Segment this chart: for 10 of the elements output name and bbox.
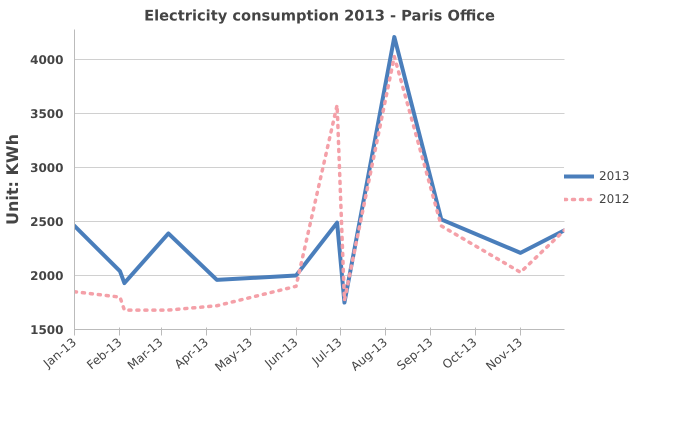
y-tick-label: 4000	[30, 53, 64, 68]
y-tick-label: 1500	[30, 323, 64, 337]
y-tick-label: 2000	[30, 269, 64, 284]
y-tick-label: 2500	[30, 215, 64, 230]
chart-title: Electricity consumption 2013 - Paris Office	[144, 8, 495, 24]
y-axis-title: Unit: KWh	[3, 134, 22, 225]
y-tick-label: 3000	[30, 161, 64, 176]
legend-label: 2012	[599, 192, 630, 206]
y-tick-label: 3500	[30, 107, 64, 122]
legend-label: 2013	[599, 169, 630, 183]
